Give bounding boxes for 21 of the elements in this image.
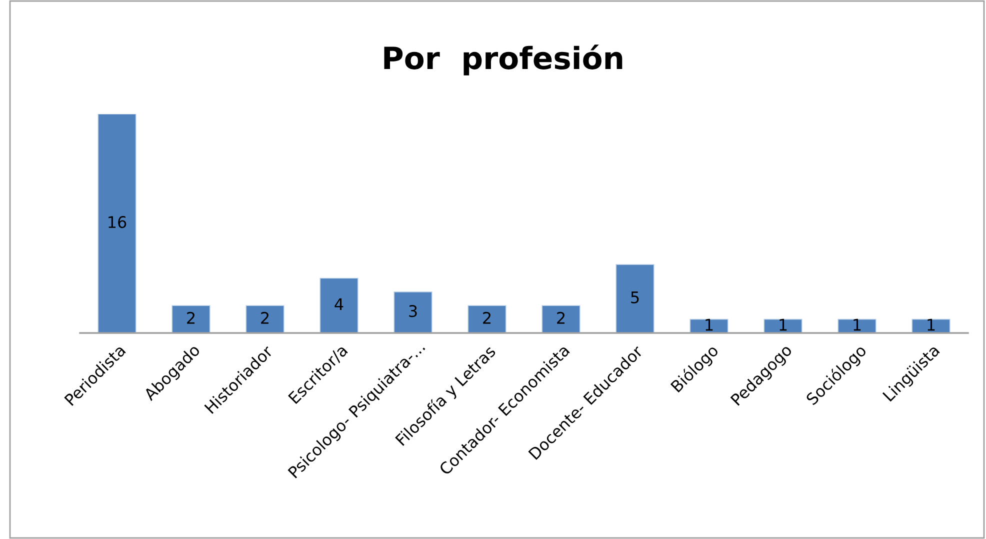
data-label: 2 (483, 312, 490, 324)
bar (468, 305, 506, 333)
data-label: 2 (261, 312, 268, 324)
data-label: 1 (928, 318, 935, 331)
bar (98, 114, 136, 333)
data-label: 1 (706, 318, 713, 331)
data-label: 1 (780, 318, 787, 331)
data-label: 16 (108, 216, 126, 228)
bar (616, 264, 654, 333)
data-label: 3 (409, 305, 417, 318)
data-label: 1 (854, 318, 861, 331)
bar (246, 305, 284, 333)
data-label: 4 (334, 298, 344, 310)
data-label: 5 (631, 292, 639, 304)
data-label: 2 (187, 312, 194, 324)
bar (172, 305, 210, 333)
chart-title: Por profesión (384, 44, 622, 76)
bar (320, 278, 358, 333)
data-label: 2 (557, 312, 564, 324)
bar (542, 305, 580, 333)
bar (394, 292, 432, 333)
